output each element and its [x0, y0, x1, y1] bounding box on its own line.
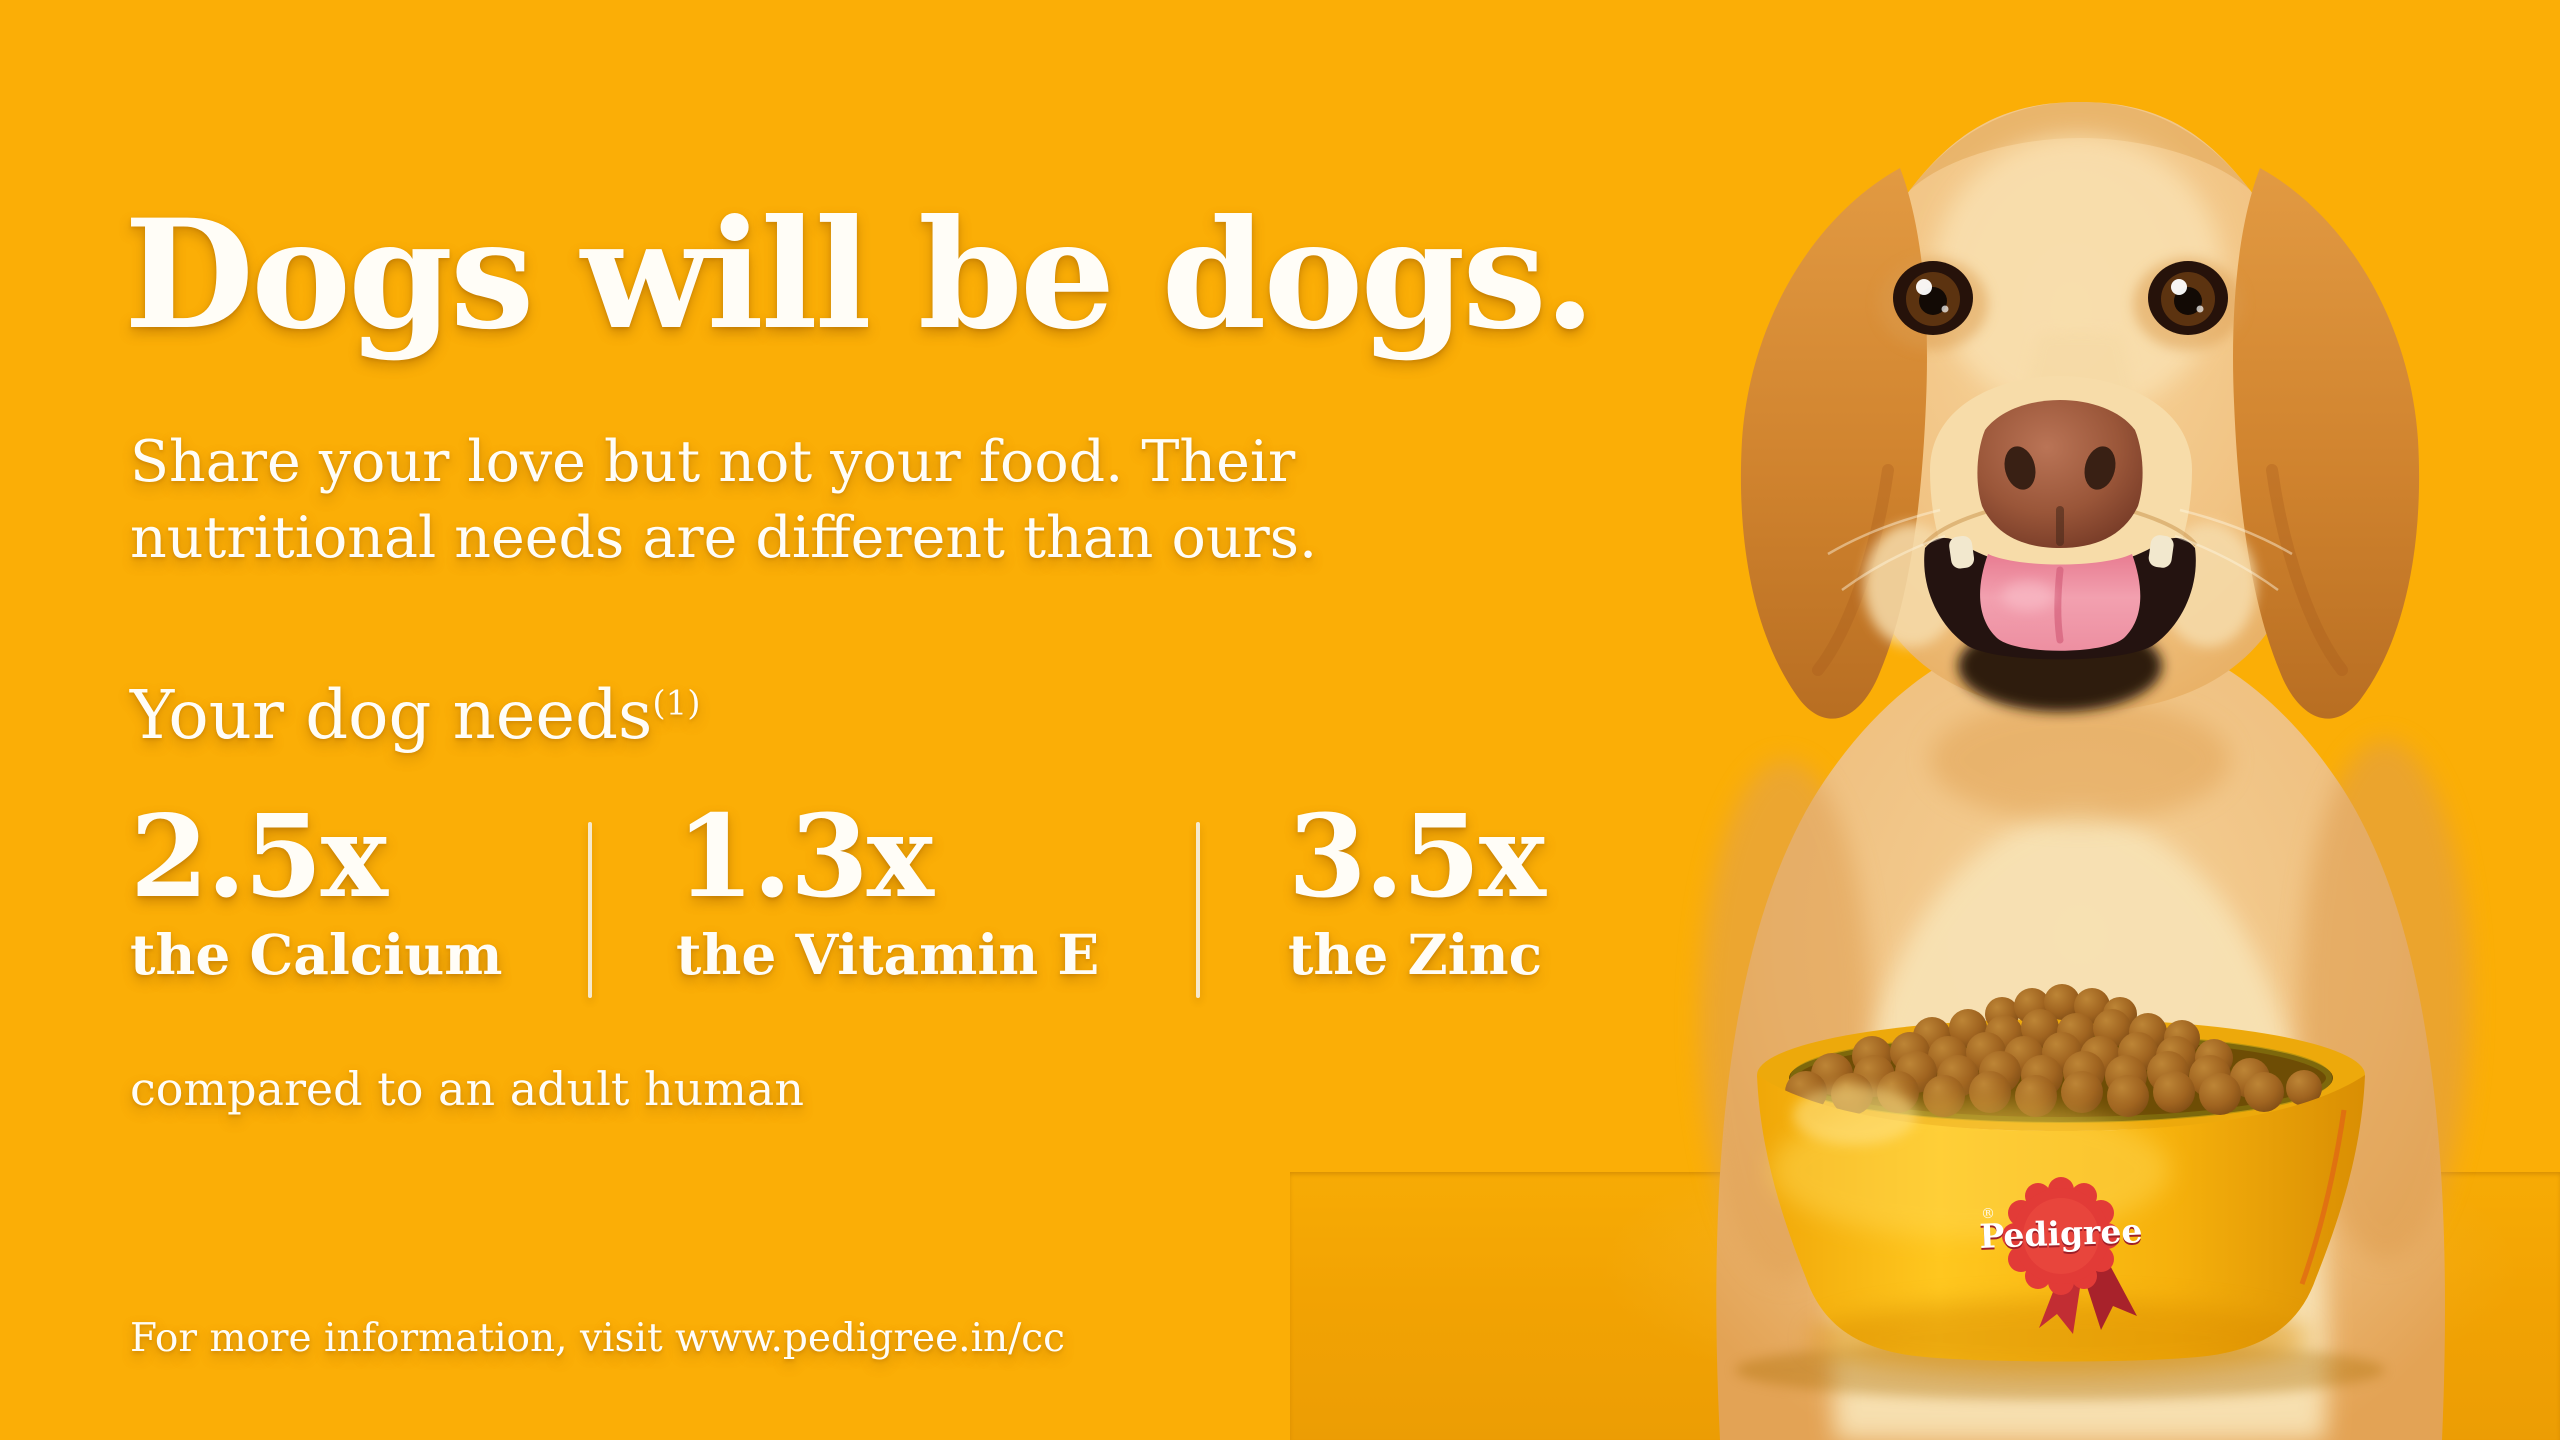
- pedigree-rosette-badge: Pedigree ®: [1979, 1177, 2143, 1334]
- dog-tooth: [2148, 535, 2174, 568]
- needs-heading: Your dog needs(1): [130, 676, 701, 754]
- dog-nose: [1977, 400, 2143, 548]
- dog-right-ear: [2233, 168, 2420, 719]
- stat-vitamin-e: 1.3x the Vitamin E: [676, 800, 1099, 982]
- subheadline-line2: nutritional needs are different than our…: [130, 504, 1318, 571]
- stat-divider: [1196, 822, 1200, 998]
- stat-value: 2.5x: [130, 790, 388, 923]
- dog-tooth: [1949, 535, 1975, 569]
- trademark-symbol: ®: [1981, 1206, 1995, 1222]
- dog-tongue: [1980, 554, 2141, 651]
- dog-whiskers: [1827, 508, 2293, 592]
- stat-label: the Zinc: [1288, 922, 1543, 987]
- stat-value: 3.5x: [1288, 790, 1546, 923]
- dog-photo: Pedigree ®: [1600, 40, 2560, 1440]
- dog-head: [1740, 102, 2420, 719]
- dog-right-eye: [2148, 261, 2228, 335]
- stat-value: 1.3x: [676, 790, 934, 923]
- stat-label: the Calcium: [130, 922, 503, 987]
- footer-info-url: For more information, visit www.pedigree…: [130, 1316, 1065, 1361]
- dog-left-eye: [1893, 261, 1973, 335]
- food-bowl: Pedigree ®: [1757, 984, 2365, 1376]
- stat-divider: [588, 822, 592, 998]
- pedigree-logo-text: Pedigree: [1979, 1211, 2143, 1256]
- needs-text: Your dog needs: [130, 676, 653, 754]
- comparison-note: compared to an adult human: [130, 1062, 804, 1116]
- stat-zinc: 3.5x the Zinc: [1288, 790, 1546, 987]
- stat-label: the Vitamin E: [676, 922, 1100, 987]
- headline: Dogs will be dogs.: [124, 187, 1596, 363]
- footnote-marker: (1): [652, 683, 701, 724]
- subheadline: Share your love but not your food. Their…: [130, 425, 1317, 577]
- subheadline-line1: Share your love but not your food. Their: [130, 429, 1296, 495]
- stat-calcium: 2.5x the Calcium: [130, 800, 502, 982]
- labrador-with-bowl-illustration: Pedigree ®: [1700, 102, 2470, 1440]
